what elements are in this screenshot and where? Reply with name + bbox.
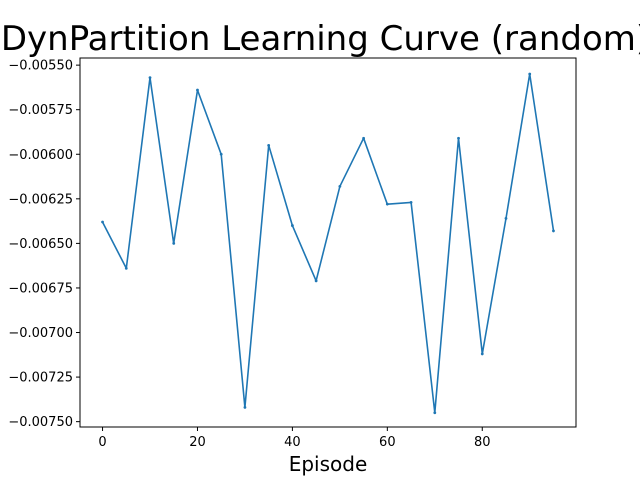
y-tick-label: −0.00625 xyxy=(8,192,73,207)
data-point xyxy=(291,224,294,227)
y-tick-label: −0.00600 xyxy=(8,148,73,163)
data-point xyxy=(433,411,437,415)
x-tick-label: 40 xyxy=(284,435,301,450)
series-layer xyxy=(101,72,555,415)
plot-frame xyxy=(79,57,577,428)
y-tick-label: −0.00725 xyxy=(8,371,73,386)
y-tick-label: −0.00750 xyxy=(8,415,73,430)
y-tick-label: −0.00650 xyxy=(8,237,73,252)
data-point xyxy=(101,220,104,224)
x-tick-label: 0 xyxy=(98,435,106,450)
series-line xyxy=(101,73,555,414)
x-tick-label: 60 xyxy=(379,435,396,450)
data-point xyxy=(267,143,271,147)
x-axis-ticks: 0 20 40 60 80 xyxy=(98,427,491,450)
data-point xyxy=(196,88,199,92)
data-point xyxy=(243,405,247,409)
data-point xyxy=(219,152,223,156)
y-tick-label: −0.00550 xyxy=(8,59,73,74)
data-point xyxy=(385,202,389,206)
y-tick-label: −0.00700 xyxy=(8,326,73,341)
x-tick-label: 20 xyxy=(189,435,206,450)
data-point xyxy=(148,76,152,80)
chart-title: DynPartition Learning Curve (random) xyxy=(1,19,640,59)
data-point xyxy=(124,266,128,270)
data-point xyxy=(552,229,555,233)
y-tick-label: −0.00575 xyxy=(8,103,73,118)
data-point xyxy=(409,200,413,204)
y-tick-label: −0.00675 xyxy=(8,281,73,296)
data-point xyxy=(528,72,532,76)
x-axis-label: Episode xyxy=(289,452,368,476)
data-point xyxy=(457,136,460,140)
data-point xyxy=(362,136,365,140)
data-point xyxy=(314,279,318,283)
data-point xyxy=(504,217,508,220)
x-tick-label: 80 xyxy=(474,435,491,450)
data-point xyxy=(480,352,484,356)
data-point xyxy=(172,241,176,245)
y-axis-ticks: −0.00550 −0.00575 −0.00600 −0.00625 −0.00650… xyxy=(8,59,80,430)
data-point xyxy=(338,184,342,188)
